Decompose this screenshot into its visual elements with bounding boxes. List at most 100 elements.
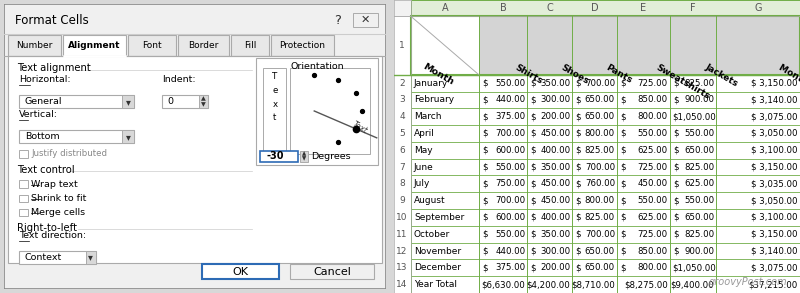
Text: 825.00: 825.00 — [684, 230, 714, 239]
Bar — [128, 35, 176, 56]
Text: Border: Border — [188, 41, 218, 50]
Bar — [198, 95, 208, 108]
Text: Vertical:: Vertical: — [19, 110, 58, 119]
Bar — [19, 209, 29, 216]
Text: $4,200.00: $4,200.00 — [526, 280, 570, 289]
Text: 1: 1 — [399, 41, 405, 50]
Text: $: $ — [530, 213, 536, 222]
Text: $: $ — [673, 79, 678, 88]
Text: ▾: ▾ — [88, 252, 93, 262]
Text: Shirts: Shirts — [514, 62, 545, 86]
Text: 825.00: 825.00 — [585, 146, 615, 155]
Text: $: $ — [482, 163, 487, 172]
Text: 8: 8 — [399, 179, 405, 188]
Text: 800.00: 800.00 — [638, 263, 667, 272]
Text: 900.00: 900.00 — [684, 96, 714, 104]
Text: 650.00: 650.00 — [585, 246, 615, 255]
Text: Text direction:: Text direction: — [19, 231, 86, 240]
Bar — [122, 130, 134, 143]
Bar — [231, 35, 270, 56]
Text: -30: -30 — [266, 151, 284, 161]
Text: January: January — [414, 79, 448, 88]
Text: Format Cells: Format Cells — [15, 13, 89, 27]
Text: 625.00: 625.00 — [638, 146, 667, 155]
Text: 350.00: 350.00 — [540, 230, 570, 239]
Text: $: $ — [673, 146, 678, 155]
Bar — [122, 95, 134, 108]
Text: 10: 10 — [396, 213, 408, 222]
Text: Horizontal:: Horizontal: — [19, 75, 71, 84]
Text: C: C — [546, 3, 554, 13]
Text: $6,630.00: $6,630.00 — [482, 280, 526, 289]
Text: $: $ — [530, 79, 536, 88]
Text: 300.00: 300.00 — [540, 246, 570, 255]
Text: $ 3,150.00: $ 3,150.00 — [751, 230, 798, 239]
Text: 0: 0 — [167, 97, 174, 106]
Text: 825.00: 825.00 — [585, 213, 615, 222]
Bar — [8, 56, 382, 263]
Text: $: $ — [575, 96, 581, 104]
Text: 375.00: 375.00 — [495, 112, 526, 121]
Text: Number: Number — [16, 41, 53, 50]
Text: $: $ — [620, 146, 626, 155]
Text: E: E — [640, 3, 646, 13]
Text: G: G — [754, 3, 762, 13]
Text: $: $ — [482, 213, 487, 222]
Text: 450.00: 450.00 — [540, 196, 570, 205]
Text: $: $ — [482, 146, 487, 155]
Text: Shrink to fit: Shrink to fit — [31, 194, 87, 203]
Text: 375.00: 375.00 — [495, 263, 526, 272]
Text: $: $ — [620, 230, 626, 239]
Text: $ 3,150.00: $ 3,150.00 — [751, 79, 798, 88]
Bar — [410, 0, 800, 16]
Text: $: $ — [575, 263, 581, 272]
Text: $: $ — [620, 96, 626, 104]
Text: A: A — [442, 3, 448, 13]
Text: 6: 6 — [399, 146, 405, 155]
Text: $: $ — [482, 129, 487, 138]
Text: 650.00: 650.00 — [585, 112, 615, 121]
Text: $: $ — [482, 196, 487, 205]
Text: 850.00: 850.00 — [638, 246, 667, 255]
Text: 440.00: 440.00 — [495, 246, 526, 255]
Bar — [410, 16, 479, 75]
Text: Context: Context — [25, 253, 62, 262]
Text: $ 3,100.00: $ 3,100.00 — [751, 146, 798, 155]
Text: $: $ — [530, 129, 536, 138]
Text: $: $ — [482, 79, 487, 88]
Text: $: $ — [620, 246, 626, 255]
Text: $: $ — [620, 196, 626, 205]
Text: 450.00: 450.00 — [638, 179, 667, 188]
Text: 650.00: 650.00 — [684, 146, 714, 155]
Text: 550.00: 550.00 — [495, 79, 526, 88]
Text: May: May — [414, 146, 433, 155]
Text: $: $ — [530, 196, 536, 205]
Text: Text alignment: Text alignment — [18, 63, 91, 73]
Text: $: $ — [673, 179, 678, 188]
Text: $: $ — [673, 96, 678, 104]
Text: $: $ — [482, 112, 487, 121]
Text: September: September — [414, 213, 464, 222]
Text: Shoes: Shoes — [560, 62, 590, 86]
Bar — [19, 150, 29, 158]
Text: October: October — [414, 230, 450, 239]
Text: 550.00: 550.00 — [495, 163, 526, 172]
Text: Month Total: Month Total — [777, 62, 800, 100]
Text: 725.00: 725.00 — [638, 230, 667, 239]
Text: $: $ — [620, 163, 626, 172]
Bar — [256, 58, 378, 165]
Text: 4: 4 — [399, 112, 405, 121]
Text: November: November — [414, 246, 461, 255]
Text: 2: 2 — [399, 79, 405, 88]
Text: Degrees: Degrees — [311, 152, 351, 161]
Text: $: $ — [530, 263, 536, 272]
Text: ?: ? — [334, 13, 342, 27]
Text: 350.00: 350.00 — [540, 79, 570, 88]
Text: ▲: ▲ — [302, 152, 306, 157]
Text: $: $ — [620, 112, 626, 121]
Text: 625.00: 625.00 — [684, 179, 714, 188]
Text: ▼: ▼ — [302, 156, 306, 161]
Text: $: $ — [620, 179, 626, 188]
Text: ▲: ▲ — [201, 96, 206, 102]
Bar — [353, 13, 378, 27]
